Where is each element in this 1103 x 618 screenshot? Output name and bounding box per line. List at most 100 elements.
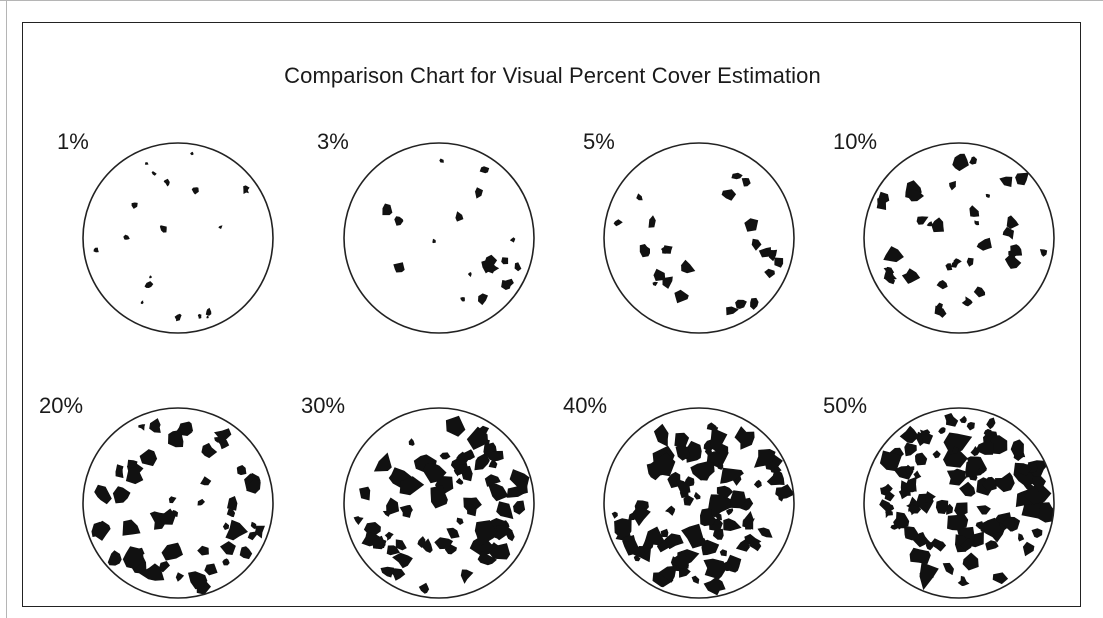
panel-label-3: 3% [317,129,349,154]
cover-patch [671,551,689,569]
cover-patch [122,519,141,536]
chart-frame: Comparison Chart for Visual Percent Cove… [22,22,1081,607]
cover-circle-30 [343,407,535,599]
cover-patch [446,527,460,539]
cover-circle-20 [82,407,274,599]
cover-circle-40 [603,407,795,599]
cover-patch [757,527,773,538]
page-top-rule [0,0,1103,1]
cover-patch [1032,476,1046,493]
cover-patch [943,432,973,455]
cover-patch [885,508,893,519]
cover-patch [751,238,762,251]
circle-outline [82,142,274,334]
cover-patch [973,286,986,298]
cover-patch [188,571,208,590]
cover-patch [359,486,371,501]
cover-patch [513,500,526,515]
cover-patch [430,485,448,509]
cover-patch [206,315,209,319]
cover-patch [445,415,466,437]
cover-patch [501,278,514,290]
cover-patch [613,219,623,227]
cover-patch [488,459,498,469]
cover-patch [960,538,975,552]
cover-patch [246,478,261,494]
cover-patch [250,521,257,530]
cover-patch [161,542,183,561]
cover-patch [945,263,953,271]
cover-patch [1010,439,1026,458]
cover-patch [168,496,177,504]
cover-patch [174,432,182,446]
cover-patch [932,450,941,459]
cover-patch [474,452,490,471]
cover-patch [966,257,974,267]
cover-patch [93,247,99,253]
cover-patch [925,491,936,504]
cover-patch [685,440,702,463]
cover-patch [693,491,701,500]
cover-patch [966,422,975,431]
circle-outline [863,407,1055,599]
cover-patch [386,497,400,516]
cover-patch [204,563,218,576]
cover-patch [735,299,747,309]
cover-patch [959,415,967,424]
cover-patch [916,216,929,225]
cover-patch [952,446,959,454]
cover-patch [1022,541,1035,557]
cover-patch [929,538,947,552]
cover-patch [954,502,968,518]
cover-patch [985,540,999,551]
cover-patch [190,151,194,156]
cover-patch [719,549,727,557]
cover-patch [455,477,464,485]
cover-patch [674,289,689,304]
cover-patch [144,281,154,288]
panel-label-5: 5% [583,129,615,154]
patch-layer [353,415,530,594]
patch-layer [91,418,265,595]
cover-patch [942,562,954,576]
cover-patch [931,217,944,233]
cover-patch [479,425,490,435]
cover-patch [908,504,922,514]
cover-patch [456,517,464,525]
cover-patch [969,205,980,217]
cover-patch [393,262,405,273]
cover-patch [926,221,934,227]
patch-layer [879,413,1054,591]
cover-patch [944,413,959,427]
cover-patch [946,468,966,486]
cover-patch [879,450,902,472]
cover-patch [754,449,776,468]
cover-patch [681,523,705,549]
cover-patch [709,427,728,455]
cover-patch [1015,172,1029,186]
cover-patch [674,432,690,447]
circle-outline [82,407,274,599]
cover-patch [386,545,401,556]
cover-patch [707,494,734,518]
cover-patch [921,433,934,445]
cover-patch [455,211,464,222]
circle-outline [603,407,795,599]
cover-patch [881,483,893,494]
cover-patch [149,275,152,279]
cover-patch [515,481,528,495]
cover-patch [1010,244,1023,258]
cover-patch [382,203,393,216]
cover-patch [439,158,444,163]
cover-patch [885,275,896,285]
cover-patch [467,503,477,517]
cover-patch [679,566,691,578]
cover-patch [1018,533,1025,542]
cover-patch [227,496,238,511]
cover-patch [496,501,514,520]
cover-patch [711,426,719,434]
cover-patch [764,268,775,279]
cover-patch [985,193,990,198]
cover-patch [201,442,218,459]
cover-patch [225,519,248,541]
